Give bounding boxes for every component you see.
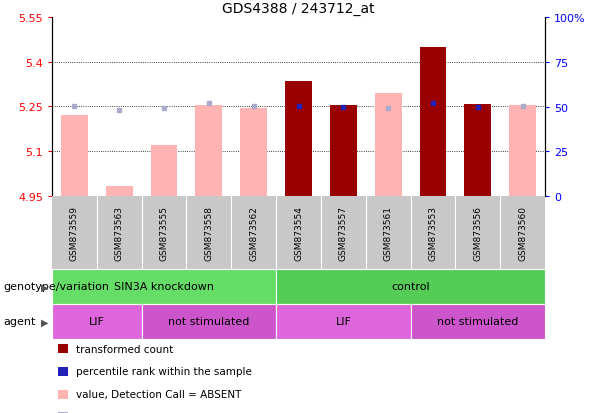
Bar [509,106,536,197]
Text: GSM873559: GSM873559 [70,206,79,260]
Bar [151,146,177,197]
Bar [419,48,446,197]
Text: SIN3A knockdown: SIN3A knockdown [114,282,214,292]
Bar [375,94,402,197]
Text: ▶: ▶ [41,317,49,327]
Text: GSM873561: GSM873561 [383,206,393,260]
Text: GSM873562: GSM873562 [249,206,258,260]
Text: GSM873556: GSM873556 [474,206,482,260]
Text: GSM873563: GSM873563 [115,206,124,260]
Text: control: control [391,282,430,292]
Text: percentile rank within the sample: percentile rank within the sample [75,366,252,376]
Text: GSM873560: GSM873560 [518,206,527,260]
Bar [106,186,133,197]
Text: agent: agent [3,317,35,327]
Text: GSM873555: GSM873555 [160,206,168,260]
Bar [330,106,357,197]
Bar [285,82,312,197]
Text: LIF: LIF [89,317,105,327]
Text: transformed count: transformed count [75,344,173,354]
Bar [464,104,491,197]
Bar [240,109,267,197]
Text: rank, Detection Call = ABSENT: rank, Detection Call = ABSENT [75,412,236,413]
Text: ▶: ▶ [41,282,49,292]
Bar [196,106,222,197]
Text: LIF: LIF [335,317,351,327]
Text: not stimulated: not stimulated [168,317,250,327]
Text: GSM873554: GSM873554 [294,206,303,260]
Title: GDS4388 / 243712_at: GDS4388 / 243712_at [222,2,375,16]
Text: value, Detection Call = ABSENT: value, Detection Call = ABSENT [75,389,241,399]
Text: not stimulated: not stimulated [437,317,518,327]
Text: GSM873553: GSM873553 [428,206,438,260]
Text: genotype/variation: genotype/variation [3,282,109,292]
Text: GSM873557: GSM873557 [339,206,348,260]
Text: GSM873558: GSM873558 [204,206,213,260]
Bar [61,116,88,197]
